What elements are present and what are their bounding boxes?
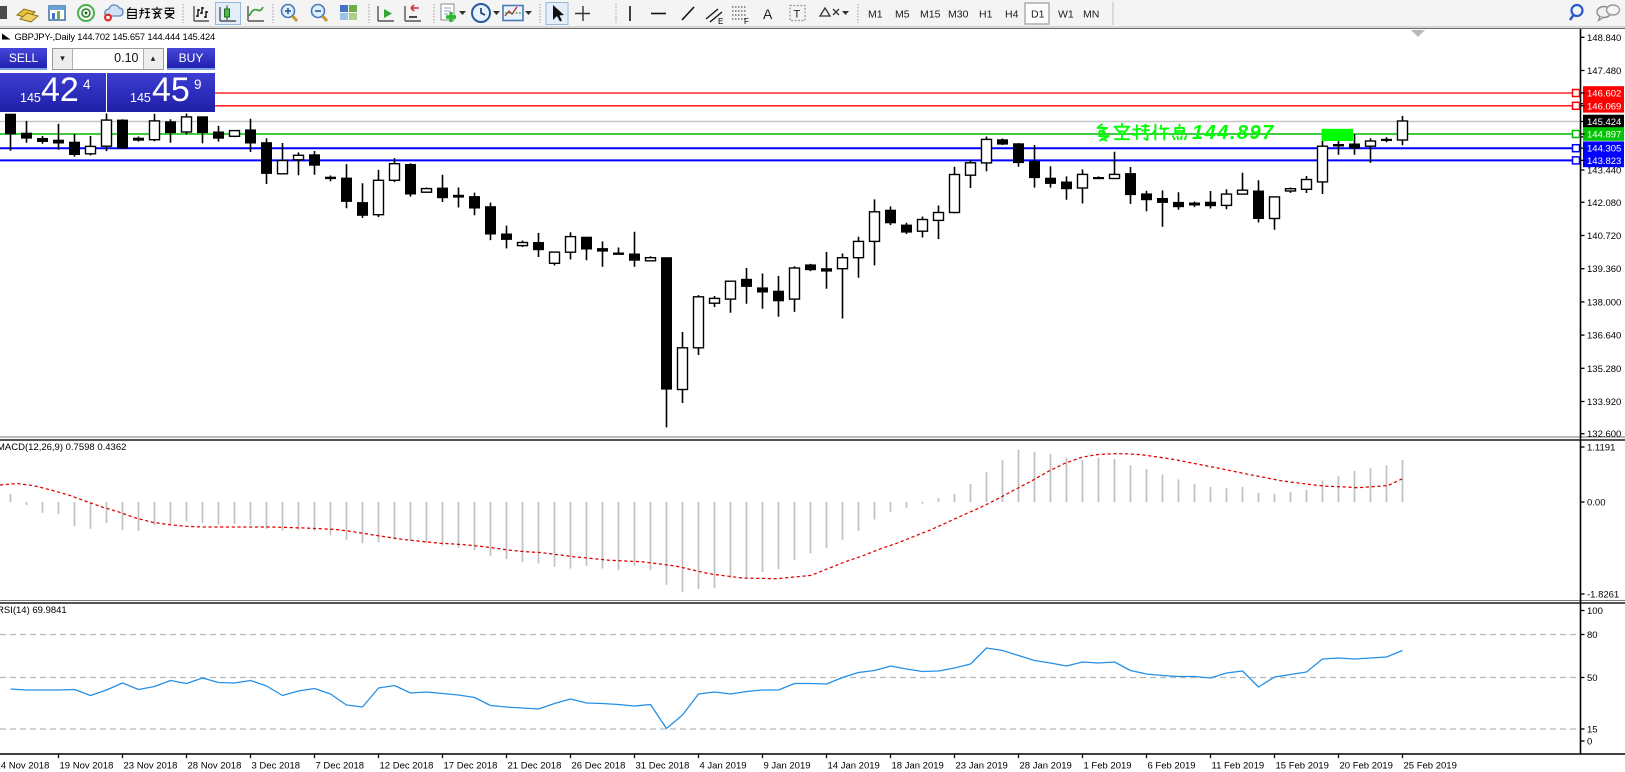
svg-text:144.305: 144.305: [1587, 144, 1621, 155]
svg-text:19 Nov 2018: 19 Nov 2018: [60, 761, 114, 772]
svg-text:138.000: 138.000: [1587, 297, 1621, 308]
svg-text:MACD(12,26,9) 0.7598 0.4362: MACD(12,26,9) 0.7598 0.4362: [0, 442, 126, 453]
svg-text:M30: M30: [948, 9, 969, 21]
svg-text:31 Dec 2018: 31 Dec 2018: [636, 761, 690, 772]
svg-text:146.602: 146.602: [1587, 89, 1621, 100]
svg-text:14 Nov 2018: 14 Nov 2018: [0, 761, 49, 772]
svg-text:E: E: [718, 17, 723, 26]
svg-text:80: 80: [1587, 630, 1598, 641]
svg-text:M5: M5: [895, 9, 910, 21]
svg-text:MN: MN: [1083, 9, 1099, 21]
svg-text:25 Feb 2019: 25 Feb 2019: [1404, 761, 1457, 772]
svg-text:6 Feb 2019: 6 Feb 2019: [1148, 761, 1196, 772]
svg-text:135.280: 135.280: [1587, 364, 1621, 375]
svg-text:0.00: 0.00: [1587, 498, 1606, 509]
svg-text:11 Feb 2019: 11 Feb 2019: [1212, 761, 1265, 772]
svg-text:W1: W1: [1058, 9, 1074, 21]
svg-text:26 Dec 2018: 26 Dec 2018: [572, 761, 626, 772]
svg-text:H1: H1: [979, 9, 993, 21]
svg-text:144.897: 144.897: [1192, 122, 1275, 144]
svg-text:15: 15: [1587, 725, 1598, 736]
svg-text:1 Feb 2019: 1 Feb 2019: [1084, 761, 1132, 772]
svg-text:147.480: 147.480: [1587, 66, 1621, 77]
svg-text:144.897: 144.897: [1587, 130, 1621, 141]
svg-text:12 Dec 2018: 12 Dec 2018: [380, 761, 434, 772]
svg-text:20 Feb 2019: 20 Feb 2019: [1340, 761, 1393, 772]
svg-text:18 Jan 2019: 18 Jan 2019: [892, 761, 944, 772]
svg-text:23 Nov 2018: 23 Nov 2018: [124, 761, 178, 772]
svg-text:0: 0: [1587, 737, 1592, 748]
svg-text:28 Nov 2018: 28 Nov 2018: [188, 761, 242, 772]
svg-text:4 Jan 2019: 4 Jan 2019: [700, 761, 747, 772]
svg-text:140.720: 140.720: [1587, 231, 1621, 242]
svg-text:50: 50: [1587, 673, 1598, 684]
svg-text:145.424: 145.424: [1587, 117, 1621, 128]
svg-text:A: A: [763, 6, 773, 22]
svg-text:T: T: [794, 9, 801, 21]
svg-text:132.600: 132.600: [1587, 429, 1621, 440]
svg-text:GBPJPY-,Daily 144.702 145.657: GBPJPY-,Daily 144.702 145.657 144.444 14…: [15, 31, 216, 42]
svg-text:143.440: 143.440: [1587, 166, 1621, 177]
svg-text:1.1191: 1.1191: [1587, 443, 1615, 454]
svg-text:23 Jan 2019: 23 Jan 2019: [956, 761, 1008, 772]
svg-text:-1.8261: -1.8261: [1587, 590, 1619, 601]
svg-text:M1: M1: [868, 9, 883, 21]
svg-text:100: 100: [1587, 606, 1603, 617]
svg-text:143.823: 143.823: [1587, 156, 1621, 167]
svg-text:7 Dec 2018: 7 Dec 2018: [316, 761, 365, 772]
svg-text:H4: H4: [1005, 9, 1019, 21]
svg-text:9 Jan 2019: 9 Jan 2019: [764, 761, 811, 772]
svg-text:133.920: 133.920: [1587, 397, 1621, 408]
svg-text:3 Dec 2018: 3 Dec 2018: [252, 761, 301, 772]
svg-text:139.360: 139.360: [1587, 264, 1621, 275]
svg-text:17 Dec 2018: 17 Dec 2018: [444, 761, 498, 772]
svg-text:D1: D1: [1031, 9, 1045, 21]
svg-text:146.069: 146.069: [1587, 101, 1621, 112]
svg-text:F: F: [744, 17, 749, 26]
svg-text:142.080: 142.080: [1587, 198, 1621, 209]
svg-text:M15: M15: [920, 9, 941, 21]
svg-text:136.640: 136.640: [1587, 331, 1621, 342]
svg-text:148.840: 148.840: [1587, 33, 1621, 44]
svg-text:28 Jan 2019: 28 Jan 2019: [1020, 761, 1072, 772]
svg-text:15 Feb 2019: 15 Feb 2019: [1276, 761, 1329, 772]
svg-text:RSI(14) 69.9841: RSI(14) 69.9841: [0, 605, 67, 616]
svg-text:21 Dec 2018: 21 Dec 2018: [508, 761, 562, 772]
svg-text:14 Jan 2019: 14 Jan 2019: [828, 761, 880, 772]
